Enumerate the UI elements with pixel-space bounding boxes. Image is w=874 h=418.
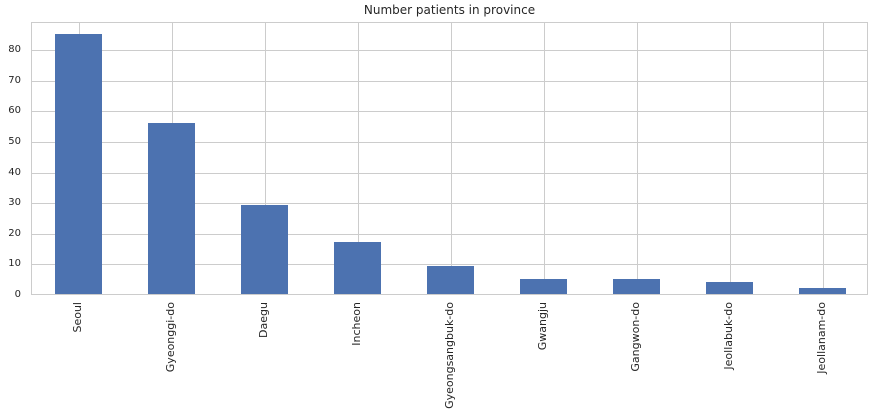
xtick-label-daegu: Daegu (257, 302, 270, 338)
xtick-label-jeollanam-do: Jeollanam-do (815, 302, 828, 374)
gridline-v-incheon (358, 23, 359, 294)
ytick-label-20: 20 (8, 228, 21, 239)
ytick-label-40: 40 (8, 167, 21, 178)
chart-title: Number patients in province (363, 3, 536, 17)
gridline-h-80 (32, 50, 867, 52)
gridline-h-30 (32, 203, 867, 205)
gridline-v-jeollanam-do (823, 23, 824, 294)
ytick-label-50: 50 (8, 136, 21, 147)
ytick-label-80: 80 (8, 44, 21, 55)
xtick-label-gwangju: Gwangju (536, 302, 549, 351)
ytick-label-60: 60 (8, 105, 21, 116)
bar-incheon (334, 242, 381, 294)
ytick-label-10: 10 (8, 258, 21, 269)
gridline-h-70 (32, 80, 867, 82)
bar-daegu (241, 205, 288, 294)
bar-gyeonggi-do (148, 123, 195, 294)
plot-area (31, 22, 868, 295)
gridline-h-60 (32, 111, 867, 113)
bar-seoul (55, 34, 102, 294)
xtick-label-gyeonggi-do: Gyeonggi-do (164, 302, 177, 373)
xtick-label-gangwon-do: Gangwon-do (629, 302, 642, 372)
ytick-label-0: 0 (14, 289, 21, 300)
xtick-label-jeollabuk-do: Jeollabuk-do (722, 302, 735, 370)
gridline-h-50 (32, 142, 867, 144)
xtick-label-incheon: Incheon (350, 302, 363, 346)
bar-jeollabuk-do (706, 282, 753, 294)
xtick-label-gyeongsangbuk-do: Gyeongsangbuk-do (443, 302, 456, 409)
xtick-label-seoul: Seoul (71, 302, 84, 333)
gridline-h-20 (32, 233, 867, 235)
gridline-v-jeollabuk-do (730, 23, 731, 294)
ytick-label-30: 30 (8, 197, 21, 208)
gridline-h-40 (32, 172, 867, 174)
bar-gwangju (520, 279, 567, 294)
ytick-label-70: 70 (8, 75, 21, 86)
gridline-v-gwangju (544, 23, 545, 294)
bar-gyeongsangbuk-do (427, 266, 474, 294)
gridline-v-daegu (265, 23, 266, 294)
gridline-v-gyeongsangbuk-do (451, 23, 452, 294)
gridline-h-10 (32, 264, 867, 266)
gridline-v-gangwon-do (637, 23, 638, 294)
bar-jeollanam-do (799, 288, 846, 294)
bar-gangwon-do (613, 279, 660, 294)
